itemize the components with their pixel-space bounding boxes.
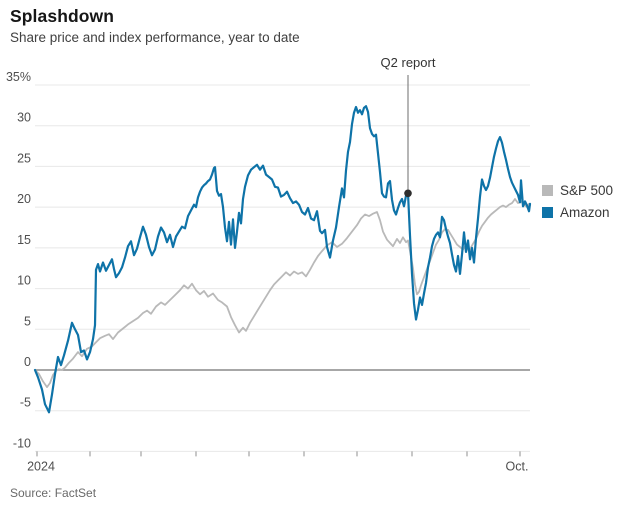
chart-subtitle: Share price and index performance, year … bbox=[10, 30, 300, 45]
chart-title: Splashdown bbox=[10, 6, 115, 26]
legend-label-amazon: Amazon bbox=[560, 205, 610, 220]
annotation-label: Q2 report bbox=[380, 55, 436, 70]
legend-item-sp500: S&P 500 bbox=[542, 183, 613, 198]
y-axis-tick-label: 15 bbox=[17, 233, 31, 247]
sp500-line bbox=[34, 198, 531, 389]
amazon-line bbox=[33, 105, 532, 414]
legend-label-sp500: S&P 500 bbox=[560, 183, 614, 198]
source-attribution: Source: FactSet bbox=[10, 486, 97, 500]
y-axis-tick-label: 0 bbox=[24, 355, 31, 369]
x-axis-label: Oct. bbox=[506, 459, 529, 473]
y-axis-tick-label: -5 bbox=[20, 396, 31, 410]
y-axis-tick-label: 25 bbox=[17, 151, 31, 165]
sp500-swatch-icon bbox=[542, 185, 553, 196]
y-axis-tick-label: 5 bbox=[24, 314, 31, 328]
y-axis-tick-label: -10 bbox=[13, 436, 31, 450]
x-axis-label: 2024 bbox=[27, 459, 55, 473]
amazon-swatch-icon bbox=[542, 207, 553, 218]
annotation-dot bbox=[404, 189, 412, 198]
y-axis-tick-label: 35% bbox=[6, 70, 31, 84]
legend-item-amazon: Amazon bbox=[542, 205, 613, 220]
y-axis-tick-label: 10 bbox=[17, 274, 31, 288]
chart-legend: S&P 500 Amazon bbox=[542, 183, 613, 227]
y-axis-tick-label: 20 bbox=[17, 192, 31, 206]
y-axis-tick-label: 30 bbox=[17, 111, 31, 125]
